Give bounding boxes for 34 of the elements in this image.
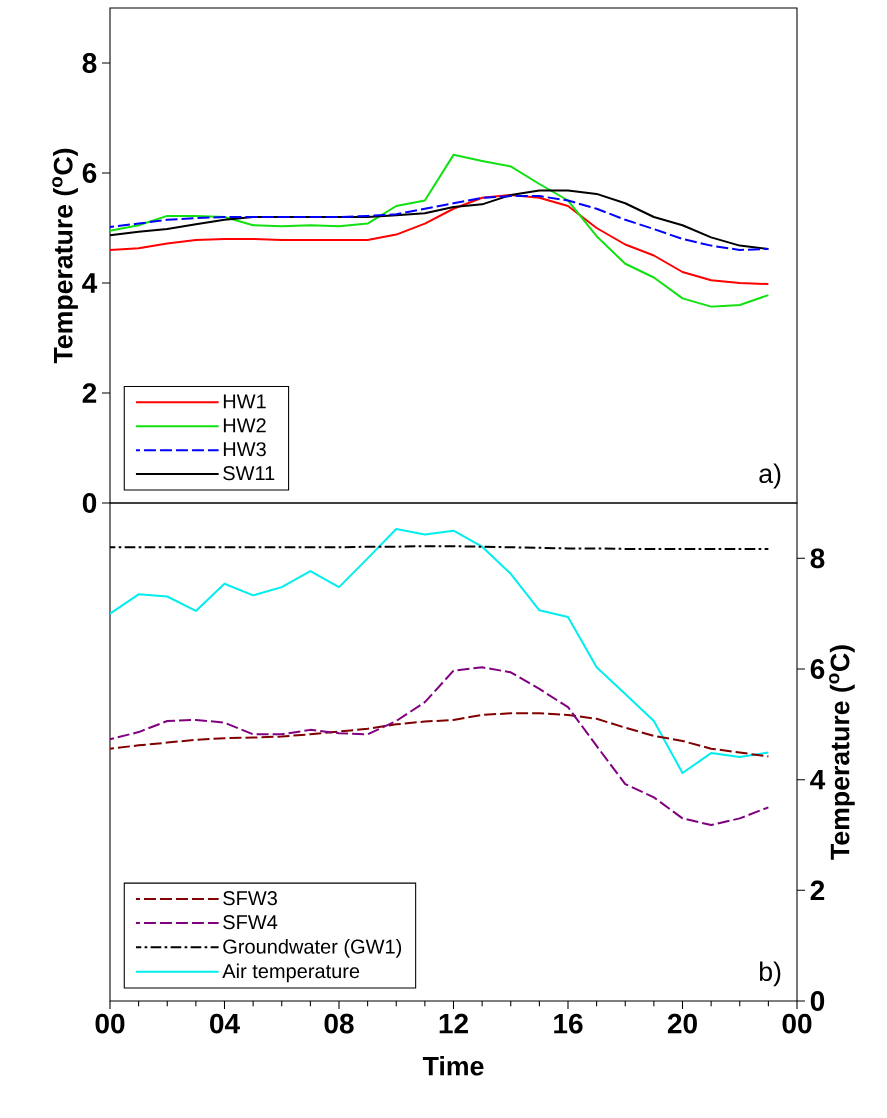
legend-label: SFW4 (223, 915, 278, 930)
legend-label: HW2 (223, 418, 266, 433)
y-tick-label: 2 (82, 383, 97, 403)
legend-label: HW3 (223, 442, 266, 457)
annotation: a) (759, 463, 781, 489)
x-tick-label: 08 (324, 1013, 354, 1034)
x-tick-label: 04 (210, 1013, 240, 1034)
line-series (110, 153, 770, 308)
annotation: b) (759, 961, 781, 987)
legend-label: SW11 (223, 466, 275, 481)
legend-label: SFW3 (223, 891, 277, 906)
y-axis-title: Temperature ($^{o}$C) (52, 148, 78, 364)
x-tick-label: 16 (554, 1013, 583, 1034)
legend-label: Groundwater (GW1) (223, 939, 402, 958)
y-tick-label: 2 (810, 880, 825, 901)
line-series (109, 666, 770, 827)
x-tick-label: 20 (667, 1013, 697, 1034)
y-tick-label: 6 (810, 659, 825, 679)
y-axis-title: Temperature ($^{o}$C) (829, 645, 855, 860)
x-axis-title: Time (422, 1056, 484, 1076)
y-tick-label: 0 (810, 991, 825, 1011)
y-tick-label: 8 (82, 53, 97, 73)
y-tick-label: 6 (82, 163, 97, 183)
line-series (110, 528, 770, 775)
y-tick-label: 0 (82, 493, 97, 513)
line-series (109, 712, 770, 758)
x-tick-label: 00 (782, 1013, 812, 1034)
x-tick-label: 00 (95, 1013, 125, 1034)
x-tick-label: 12 (439, 1013, 468, 1034)
y-tick-label: 8 (810, 548, 825, 569)
legend-label: HW1 (223, 394, 266, 409)
legend-label: Air temperature (222, 963, 360, 983)
y-tick-label: 4 (82, 273, 98, 293)
y-tick-label: 4 (810, 770, 826, 790)
